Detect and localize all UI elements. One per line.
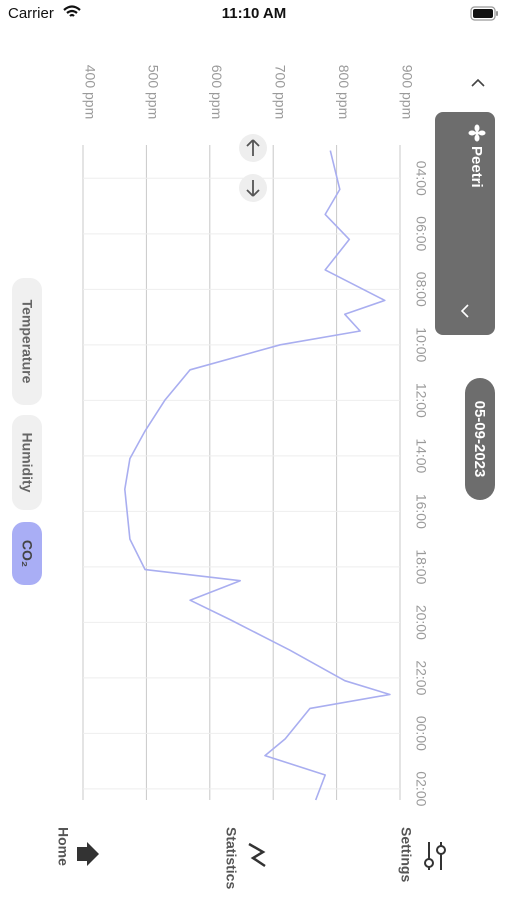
collapse-button[interactable] — [471, 78, 485, 87]
carrier: Carrier — [8, 5, 54, 22]
x-tick-label: 00:00 — [413, 716, 429, 751]
battery-level — [473, 9, 493, 18]
y-tick-label: 600 ppm — [209, 65, 225, 119]
y-tick-label: 700 ppm — [272, 65, 288, 119]
x-tick-label: 20:00 — [413, 605, 429, 640]
metric-tab[interactable] — [12, 415, 42, 510]
wifi-icon — [63, 5, 81, 17]
x-tick-label: 10:00 — [413, 327, 429, 362]
arrow-icon — [246, 180, 260, 197]
x-tick-label: 12:00 — [413, 383, 429, 418]
x-tick-label: 02:00 — [413, 771, 429, 806]
plot: 400 ppm 500 ppm 600 ppm 700 ppm 800 ppm 900 p… — [82, 65, 429, 807]
device-name: Peetri — [468, 146, 485, 188]
tab-bar-label[interactable]: Settings — [398, 827, 414, 882]
y-tick-label: 400 ppm — [82, 65, 98, 119]
x-tick-label: 06:00 — [413, 216, 429, 251]
co2-line — [124, 150, 391, 801]
y-tick-label: 500 ppm — [146, 65, 162, 119]
home-icon — [77, 842, 99, 866]
status-bar: Carrier 11:10 AM — [8, 5, 498, 22]
x-tick-label: 04:00 — [413, 161, 429, 196]
metric-tab[interactable] — [12, 522, 42, 585]
tab-bar-label[interactable]: Home — [55, 827, 71, 866]
x-tick-label: 18:00 — [413, 549, 429, 584]
battery-tip — [496, 11, 498, 16]
metric-tab-label: CO₂ — [19, 540, 35, 567]
x-tick-label: 14:00 — [413, 438, 429, 473]
x-tick-label: 22:00 — [413, 660, 429, 695]
x-tick-label: 08:00 — [413, 272, 429, 307]
y-tick-label: 800 ppm — [336, 65, 352, 119]
fan-icon — [468, 124, 486, 142]
x-tick-label: 16:00 — [413, 494, 429, 529]
settings-icon — [424, 842, 446, 870]
statistics-icon — [248, 842, 266, 868]
battery — [470, 6, 496, 21]
metric-tabs: Temperature Humidity CO₂ — [12, 278, 42, 585]
clock: 11:10 AM — [222, 5, 286, 22]
landscape-view: Peetri 05-09-2023 400 ppm 500 ppm 600 ppm 7… — [12, 65, 495, 889]
arrow-icon — [246, 139, 260, 156]
device-chevron[interactable] — [460, 304, 469, 318]
tab-bar: Settings Statistics Home — [55, 827, 446, 889]
metric-tab[interactable] — [12, 278, 42, 405]
tab-bar-label[interactable]: Statistics — [223, 827, 239, 889]
device-button[interactable] — [435, 112, 495, 335]
date: 05-09-2023 — [471, 401, 488, 478]
metric-tab-label: Humidity — [19, 433, 35, 493]
y-tick-label: 900 ppm — [399, 65, 415, 119]
date-pill[interactable] — [465, 378, 495, 500]
metric-tab-label: Temperature — [19, 300, 35, 384]
